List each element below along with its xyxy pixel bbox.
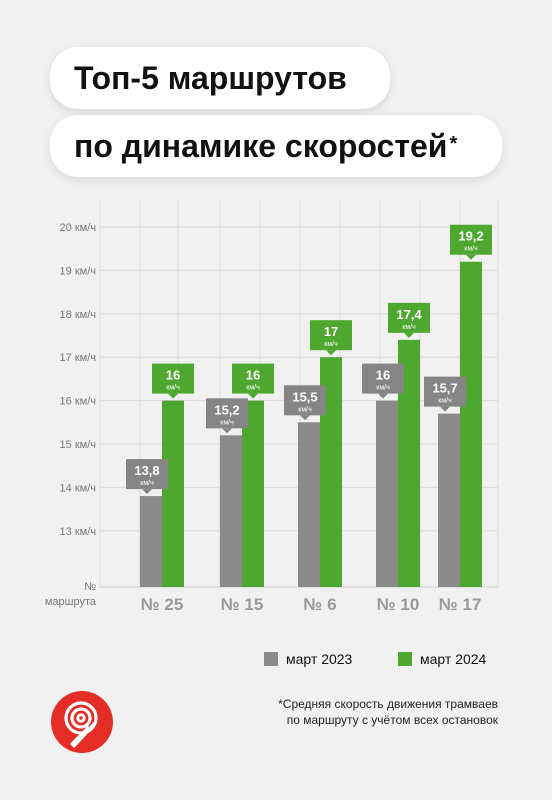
data-label-2023-box xyxy=(284,385,326,416)
data-label-2023-unit: км/ч xyxy=(220,419,234,426)
data-label-2024: 17 xyxy=(324,324,338,339)
data-label-2023: 15,2 xyxy=(214,402,239,417)
bar-2023 xyxy=(438,413,460,587)
data-label-2023: 13,8 xyxy=(134,463,159,478)
bar-2023 xyxy=(376,400,398,587)
footnote-line-2: по маршруту с учётом всех остановок xyxy=(286,713,498,727)
data-label-2024-unit: км/ч xyxy=(324,341,338,348)
data-label-2023-box xyxy=(206,398,248,429)
x-tick-label: № 17 xyxy=(439,595,482,614)
legend-label-2024: март 2024 xyxy=(420,651,487,667)
data-label-2024-box xyxy=(450,224,492,255)
y-tick-label: 13 км/ч xyxy=(60,526,96,538)
legend-swatch-green xyxy=(398,652,412,666)
y-tick-label: 18 км/ч xyxy=(60,309,96,321)
data-label-2024-box xyxy=(152,363,194,394)
bar-2024 xyxy=(460,261,482,587)
legend-item-2023: март 2023 xyxy=(264,651,352,667)
y-tick-label: 19 км/ч xyxy=(60,265,96,277)
data-label-2023-unit: км/ч xyxy=(438,398,452,405)
data-label-2024-pointer xyxy=(466,254,476,260)
data-label-2023-unit: км/ч xyxy=(140,480,154,487)
x-tick-label: № 15 xyxy=(221,595,264,614)
y-tick-label: 16 км/ч xyxy=(60,396,96,408)
data-label-2024-pointer xyxy=(404,332,414,338)
x-tick-label: № 25 xyxy=(141,595,184,614)
data-label-2023-box xyxy=(424,376,466,407)
bar-2023 xyxy=(220,435,242,587)
legend-swatch-gray xyxy=(264,652,278,666)
data-label-2023-pointer xyxy=(378,393,388,399)
bar-2023 xyxy=(298,422,320,587)
bar-2024 xyxy=(242,400,264,587)
title-text-2: по динамике скоростей xyxy=(74,127,448,164)
data-label-2023-unit: км/ч xyxy=(376,385,390,392)
data-label-2024-box xyxy=(310,320,352,351)
data-label-2023-box xyxy=(362,363,404,394)
data-label-2024-unit: км/ч xyxy=(402,324,416,331)
data-label-2023-box xyxy=(126,459,168,490)
bar-2023 xyxy=(140,496,162,587)
footnote-line-1: *Средняя скорость движения трамваев xyxy=(278,697,498,711)
data-label-2023: 16 xyxy=(376,368,390,383)
footnote: *Средняя скорость движения трамваев по м… xyxy=(258,696,498,728)
x-tick-label: № 6 xyxy=(303,595,336,614)
data-label-2024-pointer xyxy=(326,350,336,356)
title-text-1: Топ-5 маршрутов xyxy=(74,59,347,96)
y-tick-label: 15 км/ч xyxy=(60,439,96,451)
legend-item-2024: март 2024 xyxy=(398,651,486,667)
title-line-1: Топ-5 маршрутов xyxy=(50,47,390,109)
data-label-2023-pointer xyxy=(142,489,152,495)
data-label-2024-box xyxy=(388,302,430,333)
data-label-2024-box xyxy=(232,363,274,394)
data-label-2024-unit: км/ч xyxy=(464,246,478,253)
data-label-2023-pointer xyxy=(222,428,232,434)
data-label-2023: 15,7 xyxy=(432,381,457,396)
data-label-2024-pointer xyxy=(248,393,258,399)
legend-label-2023: март 2023 xyxy=(286,651,353,667)
title-footnote-mark: * xyxy=(449,132,458,155)
data-label-2024-pointer xyxy=(168,393,178,399)
data-label-2024-unit: км/ч xyxy=(246,385,260,392)
data-label-2024: 16 xyxy=(166,368,180,383)
x-axis-title-word: маршрута xyxy=(45,596,97,608)
data-label-2024: 16 xyxy=(246,368,260,383)
data-label-2024: 17,4 xyxy=(396,307,422,322)
bar-2024 xyxy=(162,400,184,587)
data-label-2024: 19,2 xyxy=(458,229,483,244)
x-axis-title-symbol: № xyxy=(84,581,96,593)
title-line-2: по динамике скоростей * xyxy=(50,115,502,177)
data-label-2023-unit: км/ч xyxy=(298,406,312,413)
y-tick-label: 14 км/ч xyxy=(60,482,96,494)
data-label-2023-pointer xyxy=(440,406,450,412)
data-label-2024-unit: км/ч xyxy=(166,385,180,392)
x-tick-label: № 10 xyxy=(377,595,420,614)
y-tick-label: 17 км/ч xyxy=(60,352,96,364)
bar-chart: 20 км/ч 19 км/ч 18 км/ч 17 км/ч 16 км/ч 15 км… xyxy=(45,200,499,614)
y-tick-label: 20 км/ч xyxy=(60,222,96,234)
route-9-logo-icon xyxy=(51,691,113,753)
data-label-2023-pointer xyxy=(300,415,310,421)
data-label-2023: 15,5 xyxy=(292,389,317,404)
bar-2024 xyxy=(398,339,420,587)
